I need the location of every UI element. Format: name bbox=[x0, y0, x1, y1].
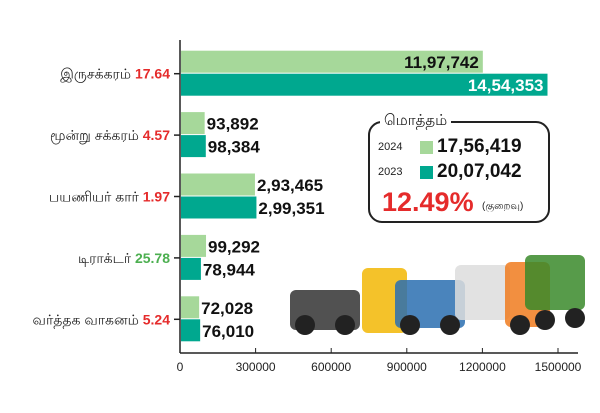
bar-2023 bbox=[181, 196, 257, 219]
bar-2023 bbox=[181, 135, 206, 158]
bar-2024 bbox=[181, 234, 207, 257]
wheel-icon bbox=[510, 315, 530, 335]
x-tick-label: 600000 bbox=[311, 360, 351, 374]
total-year: 2024 bbox=[378, 141, 403, 153]
bar-2023 bbox=[181, 73, 548, 96]
category-name: டிராக்டர் bbox=[78, 250, 135, 266]
x-tick-label: 1500000 bbox=[535, 360, 582, 374]
category-name: பயணியர் கார் bbox=[49, 189, 143, 205]
bar-2024 bbox=[181, 112, 205, 135]
bar-2024 bbox=[181, 296, 200, 319]
category-label: வர்த்தக வாகனம் 5.24 bbox=[33, 311, 171, 328]
total-year: 2023 bbox=[378, 166, 403, 178]
change-pct-label: 1.97 bbox=[143, 189, 170, 205]
data-label: 72,028 bbox=[201, 299, 253, 318]
data-label: 93,892 bbox=[207, 115, 259, 134]
bar-2023 bbox=[181, 257, 201, 280]
category-label: இருசக்கரம் 17.64 bbox=[60, 66, 170, 83]
change-pct-label: 5.24 bbox=[143, 311, 170, 327]
legend-swatch-2024 bbox=[420, 140, 433, 154]
x-tick-label: 300000 bbox=[236, 360, 276, 374]
data-label: 76,010 bbox=[202, 322, 254, 341]
legend-swatch-2023 bbox=[420, 165, 433, 179]
totals-title: மொத்தம் bbox=[380, 112, 452, 131]
total-change-label: (குறைவு) bbox=[482, 201, 524, 212]
total-value: 20,07,042 bbox=[437, 161, 522, 182]
x-tick-label: 1200000 bbox=[459, 360, 506, 374]
total-value: 17,56,419 bbox=[437, 136, 522, 157]
totals-box: மொத்தம் 2024 17,56,419 2023 20,07,042 12… bbox=[368, 112, 550, 223]
x-tick-label: 900000 bbox=[387, 360, 427, 374]
bar-2023 bbox=[181, 319, 201, 342]
wheel-icon bbox=[565, 308, 585, 328]
category-name: இருசக்கரம் bbox=[60, 66, 135, 83]
category-label: பயணியர் கார் 1.97 bbox=[49, 189, 170, 205]
data-label: 11,97,742 bbox=[404, 53, 479, 72]
bar-2024 bbox=[181, 173, 255, 196]
data-label: 14,54,353 bbox=[468, 76, 544, 95]
x-tick-label: 0 bbox=[177, 360, 184, 374]
change-pct-label: 17.64 bbox=[135, 66, 170, 82]
wheel-icon bbox=[440, 315, 460, 335]
vehicle-illustration bbox=[455, 265, 510, 320]
change-pct-label: 4.57 bbox=[143, 127, 170, 143]
total-row-2023: 2023 20,07,042 bbox=[378, 161, 522, 183]
data-label: 99,292 bbox=[208, 237, 260, 256]
bar-2024 bbox=[181, 50, 483, 73]
vehicle-illustration bbox=[525, 255, 585, 310]
change-pct-label: 25.78 bbox=[135, 250, 170, 266]
wheel-icon bbox=[295, 315, 315, 335]
wheel-icon bbox=[335, 315, 355, 335]
data-label: 78,944 bbox=[203, 260, 256, 279]
data-label: 2,99,351 bbox=[258, 199, 324, 218]
total-row-2024: 2024 17,56,419 bbox=[378, 136, 522, 158]
wheel-icon bbox=[400, 315, 420, 335]
category-name: வர்த்தக வாகனம் bbox=[33, 311, 143, 328]
category-name: மூன்று சக்கரம் bbox=[50, 127, 143, 144]
total-change-pct: 12.49% bbox=[382, 187, 474, 217]
data-label: 2,93,465 bbox=[257, 176, 323, 195]
wheel-icon bbox=[535, 310, 555, 330]
category-label: மூன்று சக்கரம் 4.57 bbox=[50, 127, 170, 144]
category-label: டிராக்டர் 25.78 bbox=[78, 250, 170, 266]
data-label: 98,384 bbox=[208, 138, 261, 157]
